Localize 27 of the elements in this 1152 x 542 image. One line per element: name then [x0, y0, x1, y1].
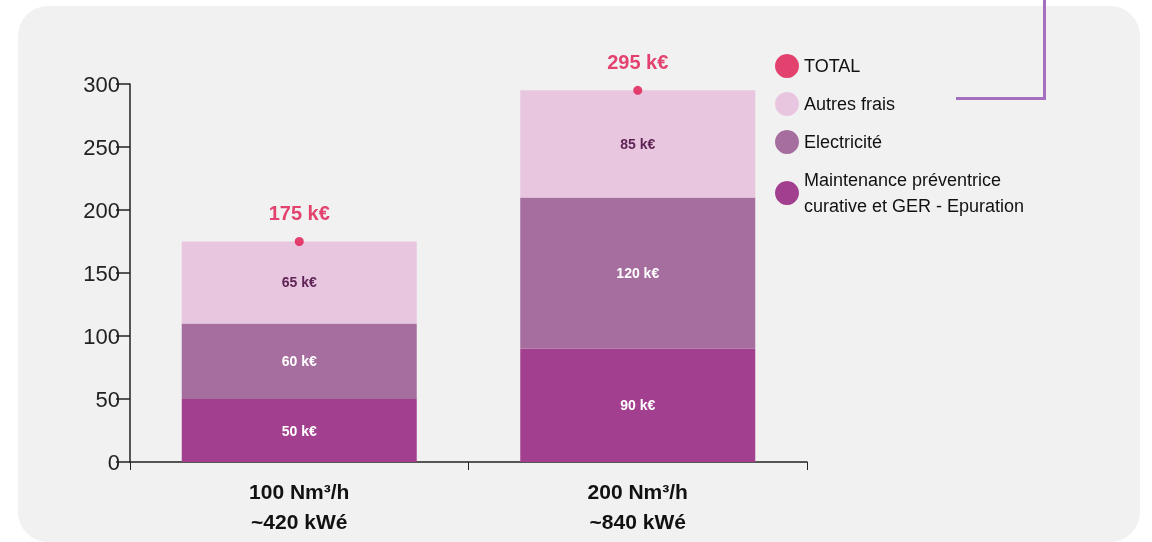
y-tick-label: 50 [95, 386, 120, 412]
bar [181, 399, 417, 462]
y-tick-label: 200 [83, 197, 120, 223]
y-tick-label: 150 [83, 260, 120, 286]
data-label: 65 k€ [281, 274, 317, 291]
data-label: 60 k€ [281, 353, 317, 370]
x-tick-label: 100 Nm³/h ~420 kWé [249, 479, 350, 533]
bar [520, 197, 756, 349]
data-label: 295 k€ [607, 50, 669, 73]
legend-label: Electricité [804, 132, 883, 152]
data-label: 90 k€ [620, 397, 656, 414]
y-tick-label: 0 [107, 449, 120, 475]
bar [520, 348, 756, 462]
bar [181, 241, 417, 324]
y-tick-label: 100 [83, 323, 120, 349]
data-label: 120 k€ [616, 265, 660, 281]
legend-label: Maintenance préventrice curative et GER - Epuration [804, 170, 1025, 216]
x-tick-label: 200 Nm³/h ~840 kWé [587, 479, 688, 533]
data-label: 175 k€ [268, 202, 330, 224]
data-label: 50 k€ [281, 422, 317, 439]
y-tick-label: 250 [83, 134, 120, 160]
data-label: 85 k€ [620, 135, 656, 152]
bar [520, 90, 756, 198]
bar [181, 323, 417, 399]
y-tick-label: 300 [83, 71, 120, 97]
legend-label: Autres frais [804, 94, 896, 114]
legend-label: TOTAL [804, 56, 861, 76]
